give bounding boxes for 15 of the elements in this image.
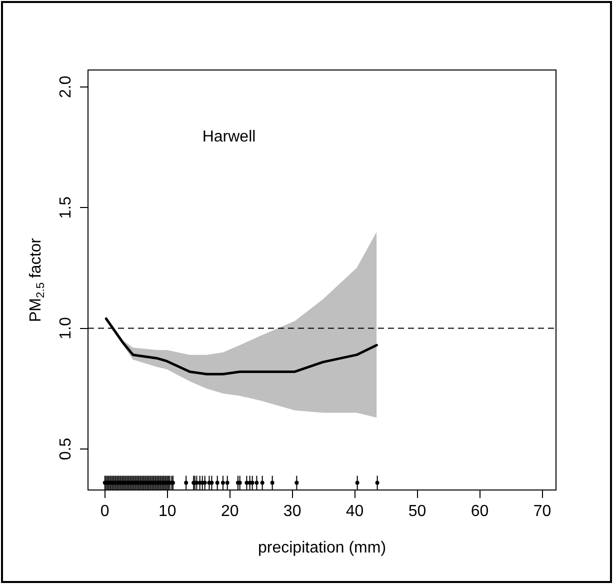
y-tick-label: 2.0 bbox=[57, 76, 74, 98]
y-tick-label: 1.0 bbox=[57, 317, 74, 340]
x-tick-label: 30 bbox=[283, 503, 302, 520]
x-tick-label: 60 bbox=[470, 503, 489, 520]
x-tick-label: 40 bbox=[346, 503, 364, 520]
x-tick-label: 20 bbox=[220, 503, 239, 520]
annotation: Harwell bbox=[202, 128, 256, 146]
x-tick-label: 70 bbox=[533, 503, 552, 520]
x-tick-label: 0 bbox=[100, 503, 110, 520]
x-tick-label: 10 bbox=[158, 503, 176, 520]
y-axis-title: PM2.5 factor bbox=[27, 237, 47, 322]
y-tick-label: 1.5 bbox=[57, 196, 74, 219]
x-axis-title: precipitation (mm) bbox=[258, 539, 386, 556]
y-tick-label: 0.5 bbox=[57, 438, 74, 460]
x-tick-label: 50 bbox=[408, 503, 426, 520]
